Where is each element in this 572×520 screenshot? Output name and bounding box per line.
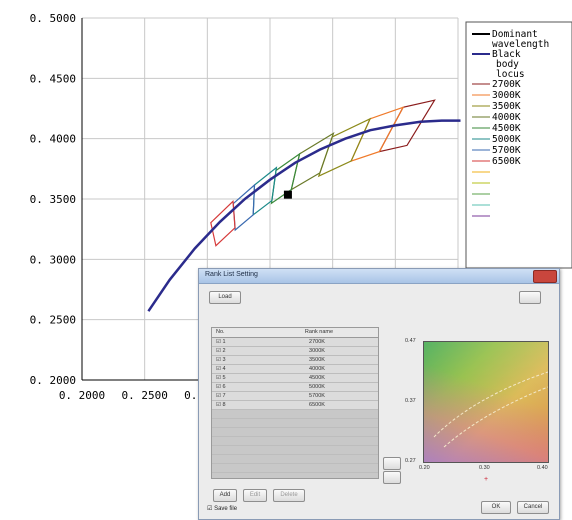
row-number: ☑ 3 xyxy=(216,357,226,363)
table-row[interactable]: ☑ 2 3000K xyxy=(212,347,378,356)
row-number: ☑ 1 xyxy=(216,339,226,345)
row-number: ☑ 6 xyxy=(216,384,226,390)
y-axis-ticks: 0. 2000 0. 2500 0. 3000 0. 3500 0. 4000 0. 45… xyxy=(30,12,76,387)
legend-label: 6500K xyxy=(492,156,521,167)
dialog-title-bar: Rank List Setting xyxy=(199,269,559,284)
y-tick-label: 0. 4500 xyxy=(30,72,76,85)
rank-list-dialog: Rank List Setting Load No. Rank name ☑ 1… xyxy=(198,268,560,520)
preview-locus-lines xyxy=(433,371,548,448)
column-header-rank-name: Rank name xyxy=(304,329,334,335)
y-tick-label: 0. 3000 xyxy=(30,253,76,266)
save-file-checkbox[interactable]: ☑ Save file xyxy=(207,505,237,512)
quadrangle-3500K xyxy=(317,117,372,178)
y-tick-label: 0. 4000 xyxy=(30,133,76,146)
x-tick-label: 0. 2000 xyxy=(59,389,105,402)
quadrangle-4500K xyxy=(270,152,301,205)
table-body: ☑ 1 2700K ☑ 2 3000K ☑ 3 3500K ☑ 4 4000K ☑ 5 4500K… xyxy=(212,338,378,478)
load-button[interactable]: Load xyxy=(209,291,241,304)
legend-label: 3500K xyxy=(492,101,521,112)
legend-label: 4000K xyxy=(492,112,521,123)
table-row[interactable]: ☑ 1 2700K xyxy=(212,338,378,347)
table-row[interactable]: ☑ 4 4000K xyxy=(212,365,378,374)
table-row[interactable]: ☑ 6 5000K xyxy=(212,383,378,392)
edit-button[interactable]: Edit xyxy=(243,489,267,502)
row-number: ☑ 5 xyxy=(216,375,226,381)
preview-marker: + xyxy=(484,476,489,483)
row-rank-name: 5000K xyxy=(309,384,325,390)
row-number: ☑ 4 xyxy=(216,366,226,372)
ok-button[interactable]: OK xyxy=(481,501,511,514)
gamut-xtick-left: 0.20 xyxy=(419,465,430,471)
table-row-empty[interactable] xyxy=(212,473,378,478)
row-number: ☑ 7 xyxy=(216,393,226,399)
y-tick-label: 0. 2500 xyxy=(30,314,76,327)
close-button[interactable] xyxy=(533,270,557,283)
row-rank-name: 4500K xyxy=(309,375,325,381)
x-tick-label: 0. 2500 xyxy=(121,389,167,402)
table-row-empty[interactable] xyxy=(212,419,378,428)
y-tick-label: 0. 5000 xyxy=(30,12,76,25)
row-rank-name: 2700K xyxy=(309,339,325,345)
move-up-button[interactable] xyxy=(383,457,401,470)
cancel-button[interactable]: Cancel xyxy=(517,501,549,514)
delete-button[interactable]: Delete xyxy=(273,489,305,502)
table-row[interactable]: ☑ 8 6500K xyxy=(212,401,378,410)
ansi-quadrangles xyxy=(210,99,436,247)
legend-box xyxy=(465,21,572,269)
legend-label: 5700K xyxy=(492,145,521,156)
table-row[interactable]: ☑ 5 4500K xyxy=(212,374,378,383)
quadrangle-6500K xyxy=(210,199,236,247)
y-tick-label: 0. 3500 xyxy=(30,193,76,206)
table-row-empty[interactable] xyxy=(212,410,378,419)
gamut-ytick-mid: 0.37 xyxy=(405,398,416,404)
gamut-xtick-right: 0.40 xyxy=(537,465,548,471)
add-button[interactable]: Add xyxy=(213,489,237,502)
legend-label: 4500K xyxy=(492,123,521,134)
quadrangle-5700K xyxy=(232,183,256,232)
legend-label: 3000K xyxy=(492,90,521,101)
rank-table: No. Rank name ☑ 1 2700K ☑ 2 3000K ☑ 3 3500K ☑ … xyxy=(211,327,379,479)
table-row[interactable]: ☑ 7 5700K xyxy=(212,392,378,401)
legend: DominantwavelengthBlackbodylocus2700K300… xyxy=(465,21,572,269)
row-rank-name: 5700K xyxy=(309,393,325,399)
table-row[interactable]: ☑ 3 3500K xyxy=(212,356,378,365)
checkbox-check-icon: ☑ xyxy=(207,506,213,512)
table-row-empty[interactable] xyxy=(212,437,378,446)
move-down-button[interactable] xyxy=(383,471,401,484)
gamut-ytick-bottom: 0.27 xyxy=(405,458,416,464)
table-row-empty[interactable] xyxy=(212,455,378,464)
row-number: ☑ 2 xyxy=(216,348,226,354)
row-rank-name: 3500K xyxy=(309,357,325,363)
table-row-empty[interactable] xyxy=(212,464,378,473)
table-row-empty[interactable] xyxy=(212,428,378,437)
save-file-label: Save file xyxy=(214,506,238,512)
gamut-ytick-top: 0.47 xyxy=(405,338,416,344)
legend-label: wavelength xyxy=(492,39,549,50)
table-header: No. Rank name xyxy=(212,328,378,338)
legend-label: body xyxy=(496,59,519,70)
black-body-locus-line xyxy=(147,119,461,312)
top-right-button[interactable] xyxy=(519,291,541,304)
legend-label: Black xyxy=(492,49,521,60)
legend-label: 5000K xyxy=(492,134,521,145)
gamut-xtick-mid: 0.30 xyxy=(479,465,490,471)
row-number: ☑ 8 xyxy=(216,402,226,408)
table-row-empty[interactable] xyxy=(212,446,378,455)
grid xyxy=(81,17,459,381)
chromaticity-preview-shading xyxy=(424,342,548,462)
row-rank-name: 4000K xyxy=(309,366,325,372)
legend-label: 2700K xyxy=(492,79,521,90)
legend-label: Dominant xyxy=(492,29,538,40)
dominant-wavelength-marker xyxy=(283,190,292,199)
dialog-title: Rank List Setting xyxy=(205,271,258,278)
row-rank-name: 6500K xyxy=(309,402,325,408)
legend-label: locus xyxy=(496,69,525,80)
column-header-no: No. xyxy=(216,329,225,335)
y-tick-label: 0. 2000 xyxy=(30,374,76,387)
row-rank-name: 3000K xyxy=(309,348,325,354)
chromaticity-preview xyxy=(423,341,549,463)
